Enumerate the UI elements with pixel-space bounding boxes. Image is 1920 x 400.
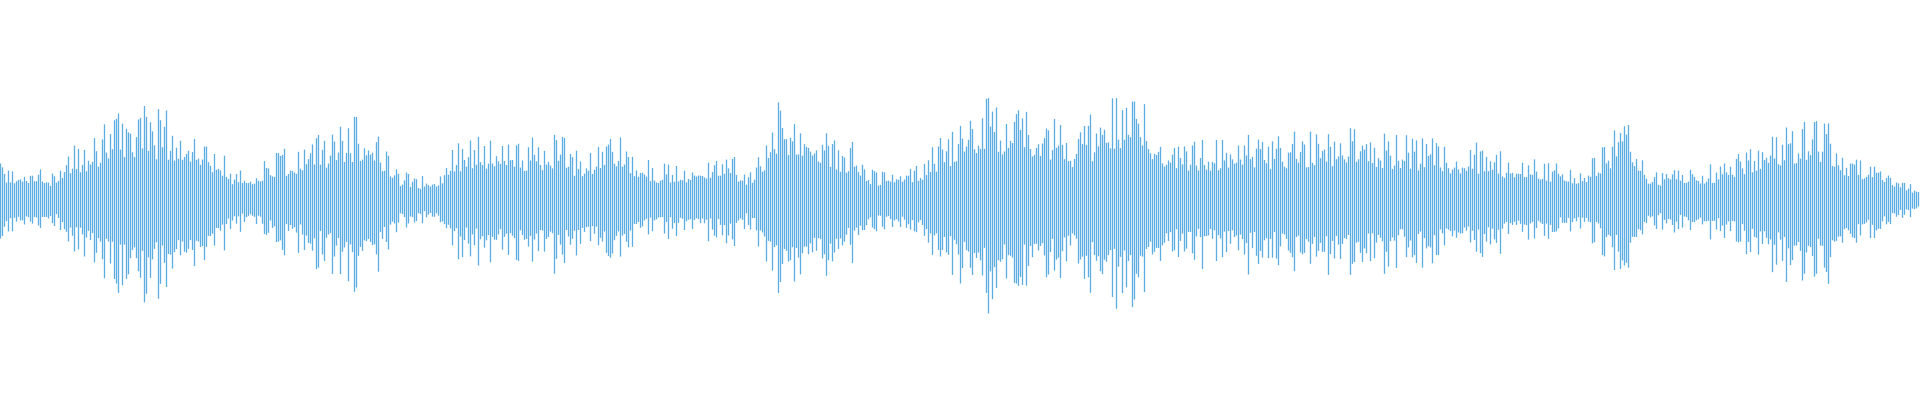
waveform-bars: [0, 98, 1920, 314]
